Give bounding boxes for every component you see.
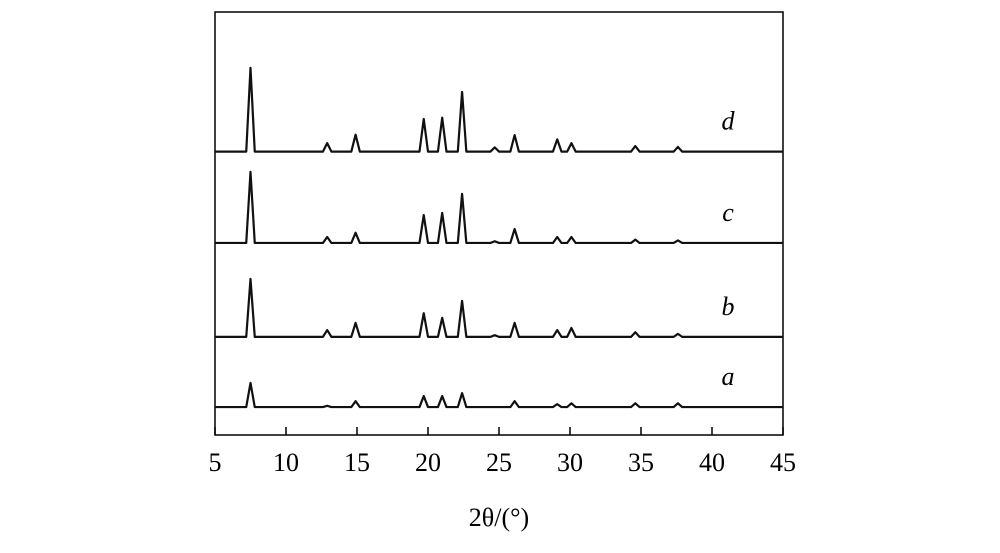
xrd-pattern [215, 381, 783, 409]
series-label: c [722, 198, 734, 227]
x-tick-label: 25 [486, 448, 512, 477]
xrd-pattern [215, 170, 783, 245]
x-tick-label: 35 [628, 448, 654, 477]
x-axis-label: 2θ/(°) [469, 503, 529, 532]
x-tick-label: 40 [699, 448, 725, 477]
x-tick-label: 30 [557, 448, 583, 477]
x-tick-label: 5 [209, 448, 222, 477]
series-label: d [722, 107, 736, 136]
xrd-pattern [215, 277, 783, 338]
x-tick-label: 45 [770, 448, 796, 477]
x-tick-label: 10 [273, 448, 299, 477]
x-tick-label: 15 [344, 448, 370, 477]
xrd-pattern [215, 66, 783, 153]
series-label: a [722, 362, 735, 391]
plot-frame [214, 11, 784, 436]
x-tick-label: 20 [415, 448, 441, 477]
series-label: b [722, 292, 735, 321]
